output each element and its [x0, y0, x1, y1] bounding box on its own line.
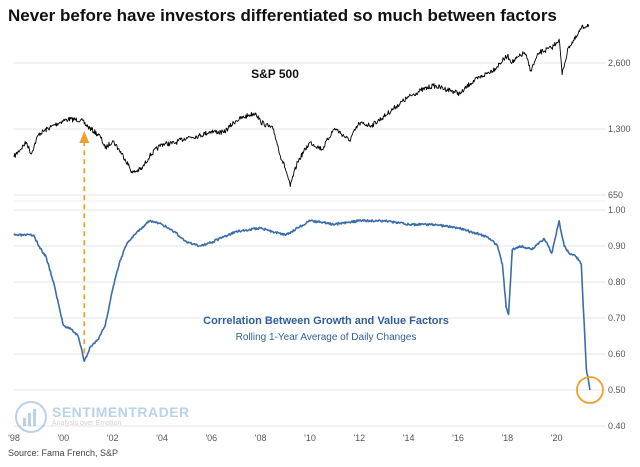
x-tick-label: '02: [107, 433, 119, 443]
x-tick-label: '00: [57, 433, 69, 443]
logo-tagline: Analysis over Emotion: [52, 420, 122, 427]
top-grid: [14, 62, 606, 202]
spx-y-tick-label: 1,300: [608, 124, 631, 134]
sentimentrader-logo: SENTIMENTRADER Analysis over Emotion: [14, 400, 189, 434]
corr-y-tick-label: 0.70: [608, 313, 626, 323]
corr-y-tick-label: 0.40: [608, 421, 626, 431]
x-tick-label: '04: [156, 433, 168, 443]
bottom-grid: [14, 209, 606, 427]
spx-series: [13, 23, 590, 188]
spx-line: [13, 23, 590, 188]
correlation-series: [13, 219, 591, 391]
corr-y-tick-label: 0.50: [608, 385, 626, 395]
highlight-circle: [576, 376, 604, 404]
source-note: Source: Fama French, S&P: [8, 448, 119, 458]
x-tick-label: '16: [452, 433, 464, 443]
corr-y-tick-label: 0.80: [608, 277, 626, 287]
x-tick-label: '98: [8, 433, 20, 443]
x-tick-label: '12: [353, 433, 365, 443]
spx-y-tick-label: 2,600: [608, 58, 631, 68]
annotation-arrowhead: [79, 130, 90, 143]
x-tick-label: '14: [403, 433, 415, 443]
x-tick-label: '18: [501, 433, 513, 443]
x-tick-label: '08: [255, 433, 267, 443]
annotations: [79, 130, 604, 404]
corr-y-tick-label: 1.00: [608, 205, 626, 215]
correlation-subtitle: Rolling 1-Year Average of Daily Changes: [236, 332, 417, 343]
corr-y-tick-label: 0.90: [608, 241, 626, 251]
logo-brand: SENTIMENTRADER: [52, 404, 190, 420]
x-tick-label: '06: [205, 433, 217, 443]
x-tick-label: '20: [551, 433, 563, 443]
correlation-line: [13, 219, 591, 391]
logo-mark-icon: [15, 401, 47, 433]
corr-y-tick-label: 0.60: [608, 349, 626, 359]
spx-y-tick-label: 650: [608, 190, 623, 200]
correlation-label: Correlation Between Growth and Value Fac…: [203, 315, 449, 327]
x-tick-label: '10: [304, 433, 316, 443]
chart-title: Never before have investors differentiat…: [8, 6, 557, 25]
spx-label: S&P 500: [251, 67, 299, 81]
axis-ticks: 650 1,300 2,600 0.40 0.50 0.60 0.70 0.80 0.90 1.0…: [8, 58, 630, 443]
